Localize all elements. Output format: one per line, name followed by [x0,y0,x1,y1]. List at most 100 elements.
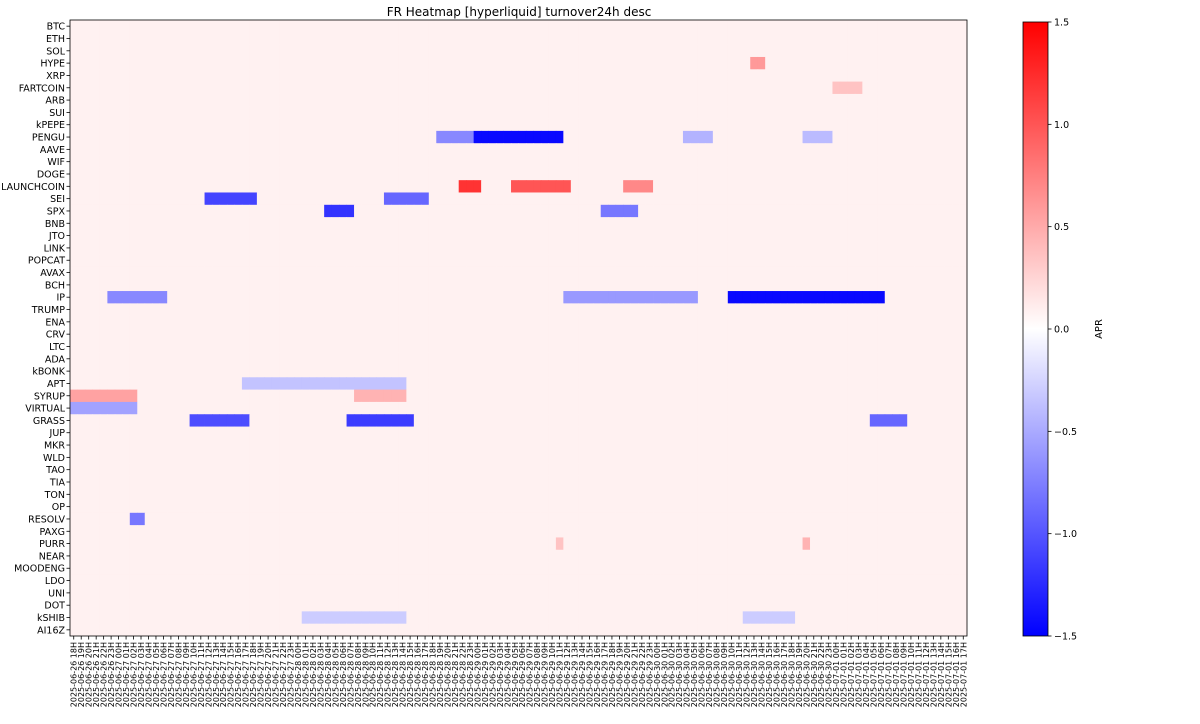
heatmap-cell [720,488,729,501]
heatmap-cell [690,254,699,267]
heatmap-cell [511,340,519,354]
heatmap-cell [406,44,415,58]
heatmap-cell [675,278,684,292]
heatmap-cell [712,364,721,378]
heatmap-cell [346,389,355,403]
heatmap-cell [77,488,86,501]
heatmap-cell [219,500,228,514]
heatmap-cell [540,475,549,489]
heatmap-cell [406,93,415,107]
heatmap-cell [398,93,407,107]
heatmap-cell [578,451,587,464]
heatmap-cell [780,155,789,169]
heatmap-cell [952,377,960,390]
heatmap-cell [212,241,220,255]
heatmap-cell [488,69,497,82]
heatmap-cell [92,475,101,489]
heatmap-cell [212,278,220,292]
heatmap-cell [324,463,333,477]
heatmap-cell [167,93,176,107]
heatmap-cell [742,93,751,107]
heatmap-cell [241,451,250,464]
heatmap-cell [413,352,422,366]
heatmap-cell [869,488,878,501]
heatmap-cell [413,291,422,304]
heatmap-cell [660,143,669,156]
heatmap-cell [174,155,183,169]
heatmap-cell [346,192,355,206]
heatmap-cell [817,389,826,403]
heatmap-cell [533,401,542,415]
heatmap-cell [428,352,437,366]
heatmap-cell [376,204,385,218]
heatmap-cell [847,254,856,267]
heatmap-cell [645,438,654,452]
heatmap-cell [578,93,587,107]
heatmap-cell [212,438,220,452]
heatmap-cell [256,328,265,341]
heatmap-cell [84,278,93,292]
heatmap-cell [473,106,482,119]
heatmap-cell [376,364,385,378]
heatmap-cell [294,328,303,341]
heatmap-cell [421,155,430,169]
heatmap-cell [219,217,228,230]
heatmap-cell [892,364,901,378]
heatmap-cell [780,438,789,452]
heatmap-cell [892,56,901,70]
heatmap-cell [697,81,706,95]
heatmap-cell [839,463,848,477]
heatmap-cell [787,204,796,218]
heatmap-cell [869,426,878,440]
heatmap-cell [264,463,273,477]
heatmap-cell [511,500,519,514]
heatmap-cell [264,352,273,366]
heatmap-cell [451,438,460,452]
heatmap-cell [533,475,542,489]
heatmap-cell [705,143,714,156]
heatmap-cell [361,500,370,514]
heatmap-cell [518,401,527,415]
heatmap-cell [129,229,138,243]
heatmap-cell [443,525,452,538]
heatmap-cell [391,488,400,501]
heatmap-cell [391,81,400,95]
heatmap-cell [473,217,482,230]
heatmap-cell [174,389,183,403]
heatmap-cell [525,438,534,452]
heatmap-cell [630,475,639,489]
heatmap-cell [369,155,377,169]
heatmap-cell [555,500,564,514]
heatmap-cell [451,278,460,292]
heatmap-cell [847,229,856,243]
heatmap-cell [854,130,863,144]
heatmap-cell [107,352,116,366]
heatmap-cell [705,69,714,82]
heatmap-cell [354,241,362,255]
heatmap-cell [226,192,235,206]
heatmap-cell [129,192,138,206]
heatmap-cell [458,143,467,156]
heatmap-cell [182,180,191,193]
heatmap-cell [682,475,691,489]
heatmap-cell [137,20,146,33]
heatmap-cell [189,475,198,489]
heatmap-cell [540,130,549,144]
heatmap-cell [944,512,953,526]
heatmap-cell [174,291,183,304]
heatmap-cell [92,364,101,378]
heatmap-cell [914,32,923,46]
heatmap-cell [899,217,908,230]
heatmap-cell [922,69,931,82]
heatmap-cell [279,414,288,427]
heatmap-cell [937,20,945,33]
heatmap-cell [750,192,759,206]
heatmap-cell [264,401,273,415]
heatmap-cell [675,488,684,501]
heatmap-cell [862,69,871,82]
heatmap-cell [765,192,774,206]
heatmap-cell [937,364,945,378]
heatmap-cell [847,20,856,33]
heatmap-cell [226,426,235,440]
heatmap-cell [555,438,564,452]
